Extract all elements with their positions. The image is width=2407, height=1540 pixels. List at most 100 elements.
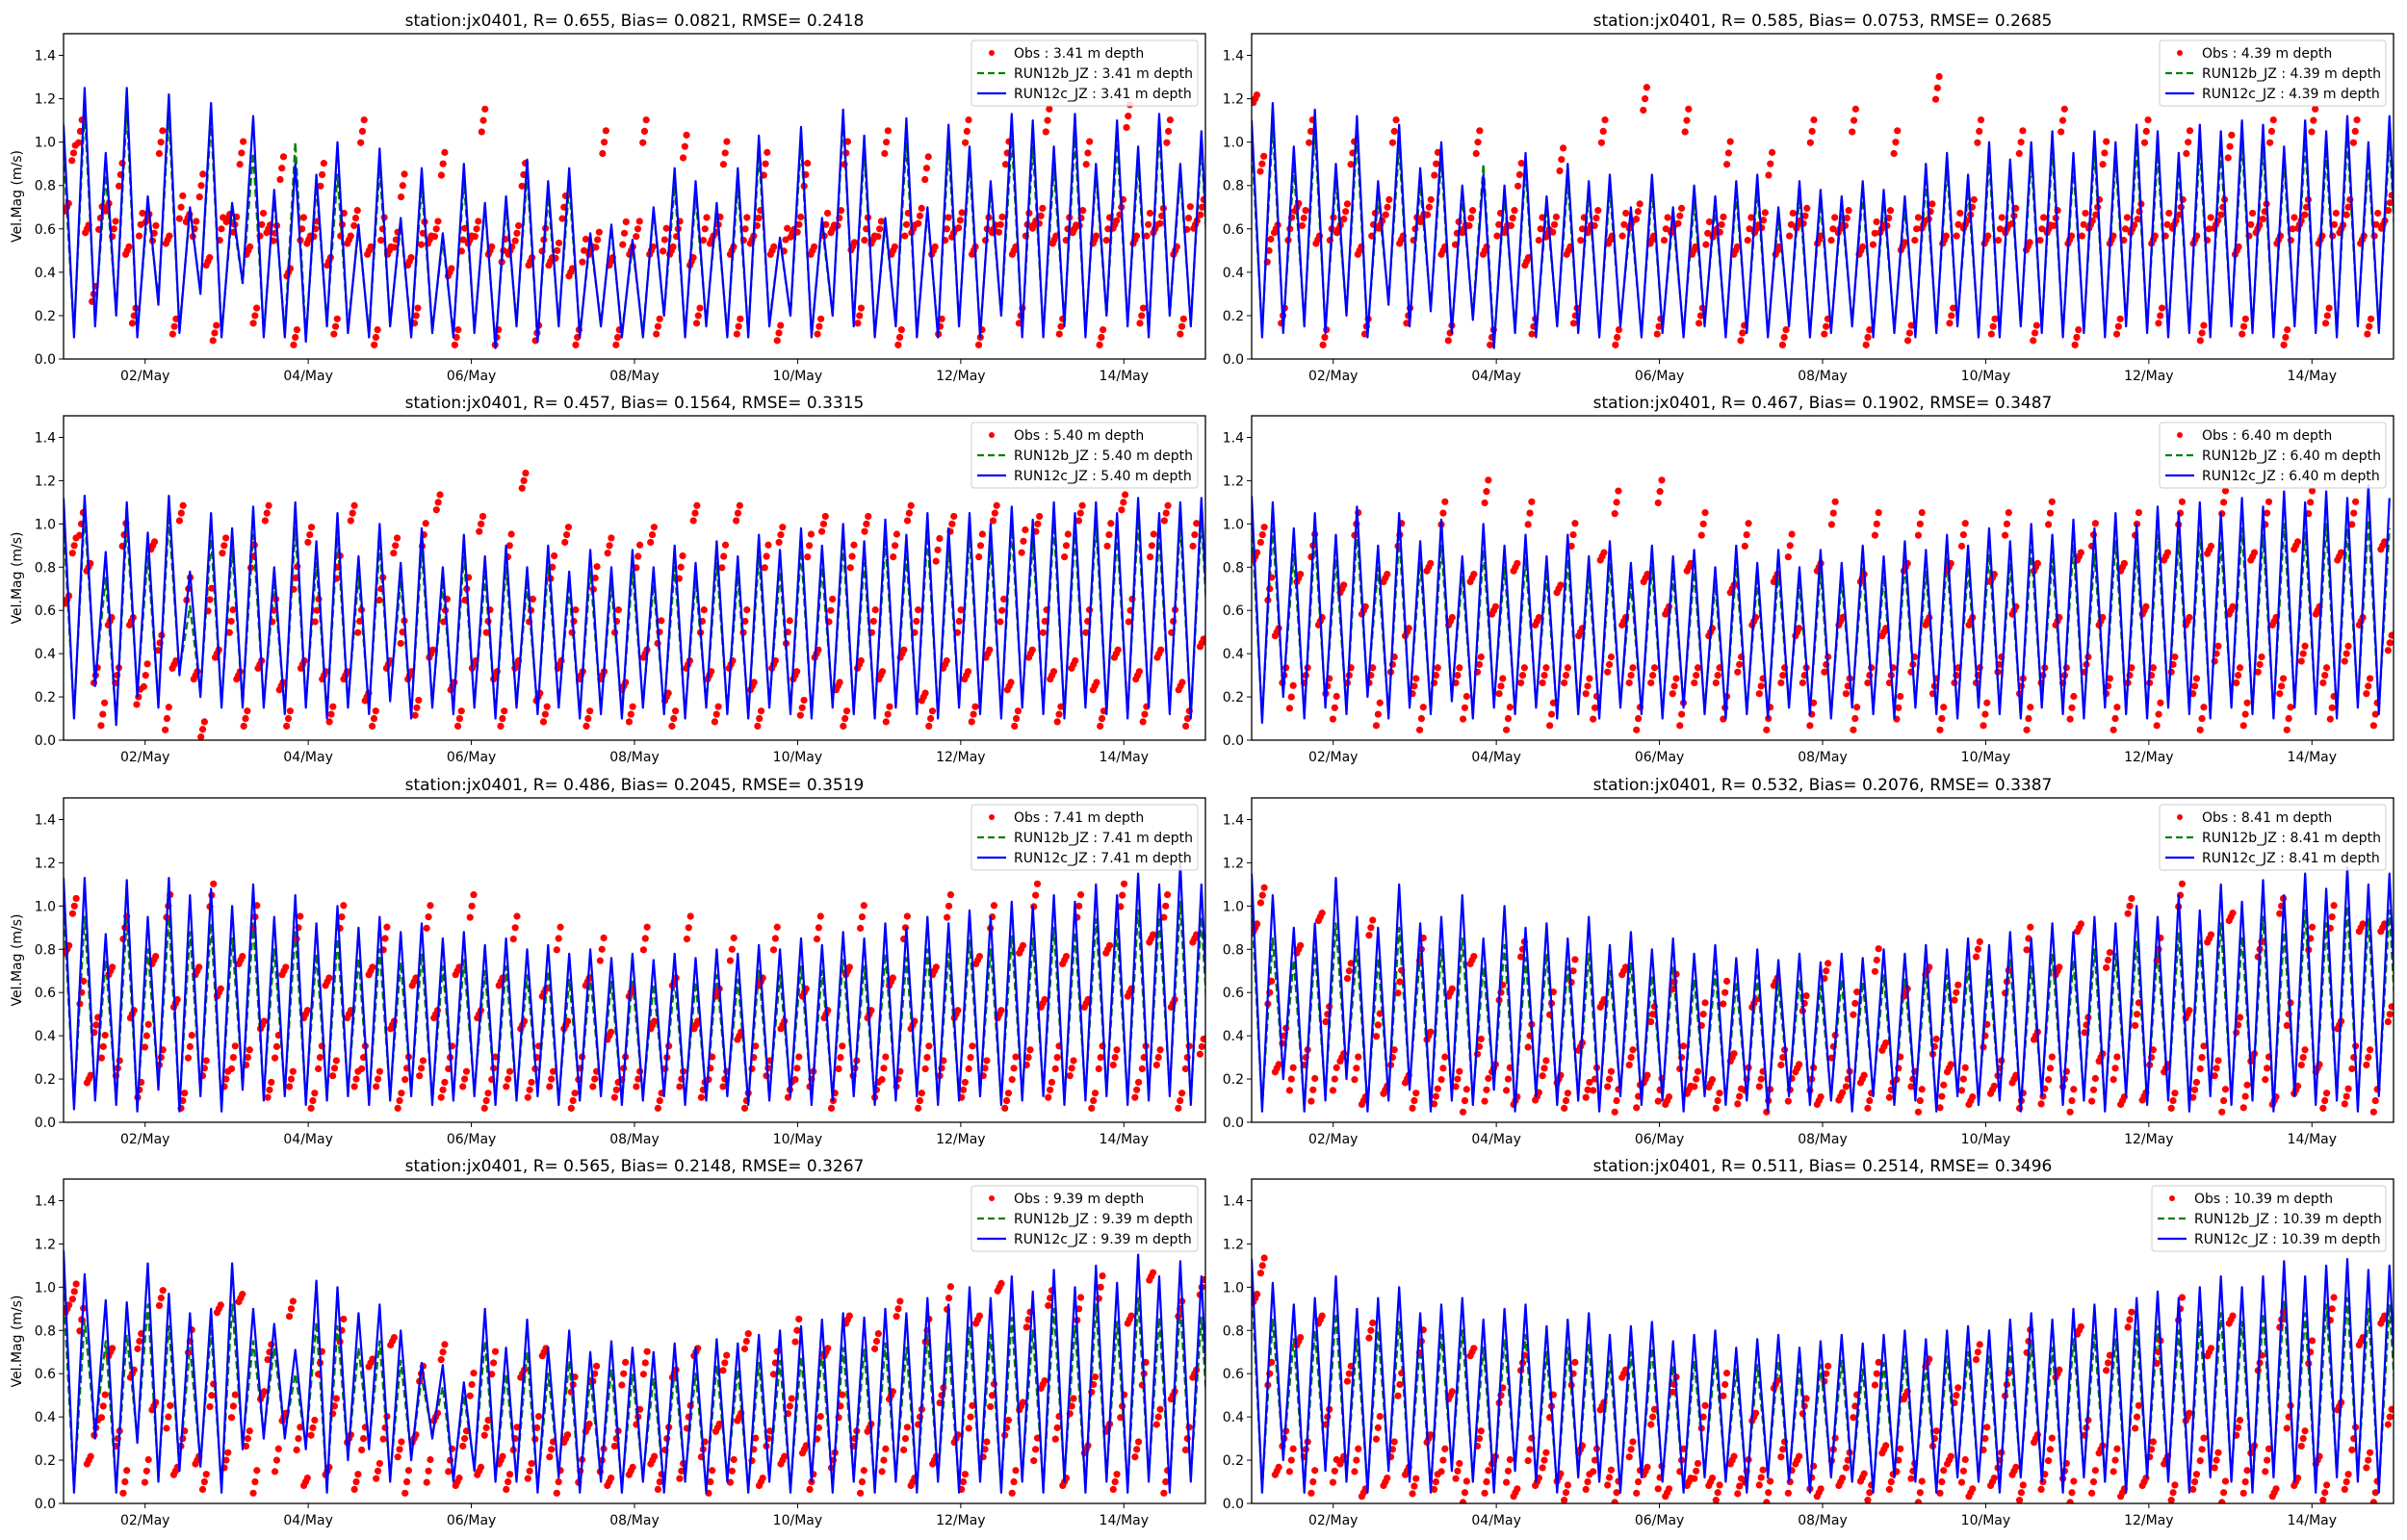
obs-point <box>2200 321 2208 329</box>
obs-point <box>2372 220 2380 228</box>
obs-point <box>112 218 119 225</box>
obs-point <box>2289 225 2296 233</box>
legend-entry: RUN12b_JZ : 10.39 m depth <box>2194 1212 2382 1227</box>
obs-point <box>206 254 214 262</box>
obs-point <box>1018 549 1025 556</box>
obs-point <box>822 220 830 228</box>
obs-point <box>459 1083 467 1091</box>
obs-point <box>600 934 608 942</box>
obs-point <box>2211 1464 2218 1472</box>
obs-point <box>511 237 519 244</box>
obs-point <box>1720 1000 1727 1008</box>
obs-point <box>2214 1057 2222 1065</box>
obs-point <box>1674 219 1682 227</box>
obs-point <box>1456 664 1463 672</box>
obs-point <box>482 629 490 636</box>
obs-point <box>350 221 358 230</box>
obs-point <box>2080 220 2087 228</box>
obs-point <box>1462 1086 1470 1093</box>
obs-point <box>479 512 487 521</box>
obs-point <box>2322 1481 2331 1489</box>
obs-point <box>839 1391 846 1399</box>
y-tick-label: 0.8 <box>1223 1323 1244 1339</box>
obs-point <box>1452 1475 1460 1482</box>
obs-point <box>2126 1316 2134 1323</box>
obs-point <box>432 225 440 233</box>
obs-point <box>1605 1474 1614 1481</box>
obs-point <box>998 606 1006 614</box>
obs-point <box>1708 1475 1717 1482</box>
obs-point <box>743 214 751 221</box>
obs-point <box>1860 1470 1868 1477</box>
y-tick-label: 1.0 <box>35 1280 56 1296</box>
obs-point <box>2196 1065 2204 1072</box>
obs-point <box>2135 999 2143 1007</box>
obs-point <box>1932 1035 1940 1043</box>
obs-point <box>1948 312 1955 320</box>
obs-point <box>1437 1468 1445 1476</box>
obs-point <box>1983 699 1991 706</box>
obs-point <box>1483 1477 1490 1486</box>
obs-point <box>2365 1456 2372 1464</box>
obs-point <box>468 902 476 910</box>
obs-point <box>764 148 771 156</box>
obs-point <box>689 517 697 525</box>
obs-point <box>2068 1489 2076 1497</box>
obs-point <box>894 1305 902 1313</box>
obs-point <box>1265 246 1273 254</box>
obs-point <box>1164 501 1172 509</box>
obs-point <box>660 236 668 244</box>
obs-point <box>563 1431 572 1439</box>
obs-point <box>1499 675 1507 682</box>
obs-point <box>75 139 83 146</box>
panel-6: station:jx0401, R= 0.532, Bias= 0.2076, … <box>1223 776 2394 1147</box>
obs-point <box>2236 1014 2244 1021</box>
obs-point <box>401 1076 409 1084</box>
obs-point <box>986 646 994 654</box>
obs-point <box>351 214 360 222</box>
obs-point <box>244 1435 252 1443</box>
obs-point <box>1518 672 1527 680</box>
obs-point <box>620 229 629 237</box>
obs-point <box>423 1478 430 1486</box>
obs-point <box>1796 1452 1803 1460</box>
obs-point <box>1935 72 1943 81</box>
y-tick-label: 0.6 <box>1223 986 1244 1001</box>
x-tick-label: 06/May <box>447 750 496 765</box>
obs-point <box>155 149 164 158</box>
obs-point <box>417 1065 426 1072</box>
obs-point <box>1467 214 1475 222</box>
obs-point <box>462 1067 471 1075</box>
obs-point <box>1875 945 1882 953</box>
obs-point <box>1376 1010 1384 1017</box>
obs-point <box>967 1054 974 1062</box>
obs-point <box>1802 1395 1810 1402</box>
obs-point <box>2322 1090 2331 1097</box>
x-tick-label: 14/May <box>1100 750 1149 765</box>
obs-point <box>2157 699 2164 706</box>
panel-title: station:jx0401, R= 0.457, Bias= 0.1564, … <box>405 394 865 413</box>
obs-point <box>1256 167 1264 175</box>
obs-point <box>1504 1075 1513 1083</box>
obs-point <box>1388 660 1396 668</box>
obs-point <box>1329 1087 1337 1094</box>
obs-point <box>370 714 378 723</box>
obs-point <box>571 1090 579 1097</box>
obs-point <box>874 1330 882 1338</box>
obs-point <box>1625 1453 1633 1461</box>
obs-point <box>701 225 709 233</box>
obs-point <box>840 722 847 730</box>
obs-point <box>786 1402 793 1410</box>
obs-point <box>479 116 487 124</box>
obs-point <box>309 1096 317 1105</box>
obs-point <box>1146 209 1154 218</box>
obs-point <box>511 924 519 932</box>
panel-8: station:jx0401, R= 0.511, Bias= 0.2514, … <box>1223 1157 2394 1528</box>
obs-point <box>669 243 677 250</box>
obs-point <box>1584 1477 1592 1486</box>
obs-point <box>2032 321 2040 329</box>
obs-point <box>546 1453 554 1461</box>
obs-point <box>1938 1092 1946 1100</box>
obs-point <box>2207 1345 2215 1352</box>
obs-point <box>2330 220 2339 228</box>
